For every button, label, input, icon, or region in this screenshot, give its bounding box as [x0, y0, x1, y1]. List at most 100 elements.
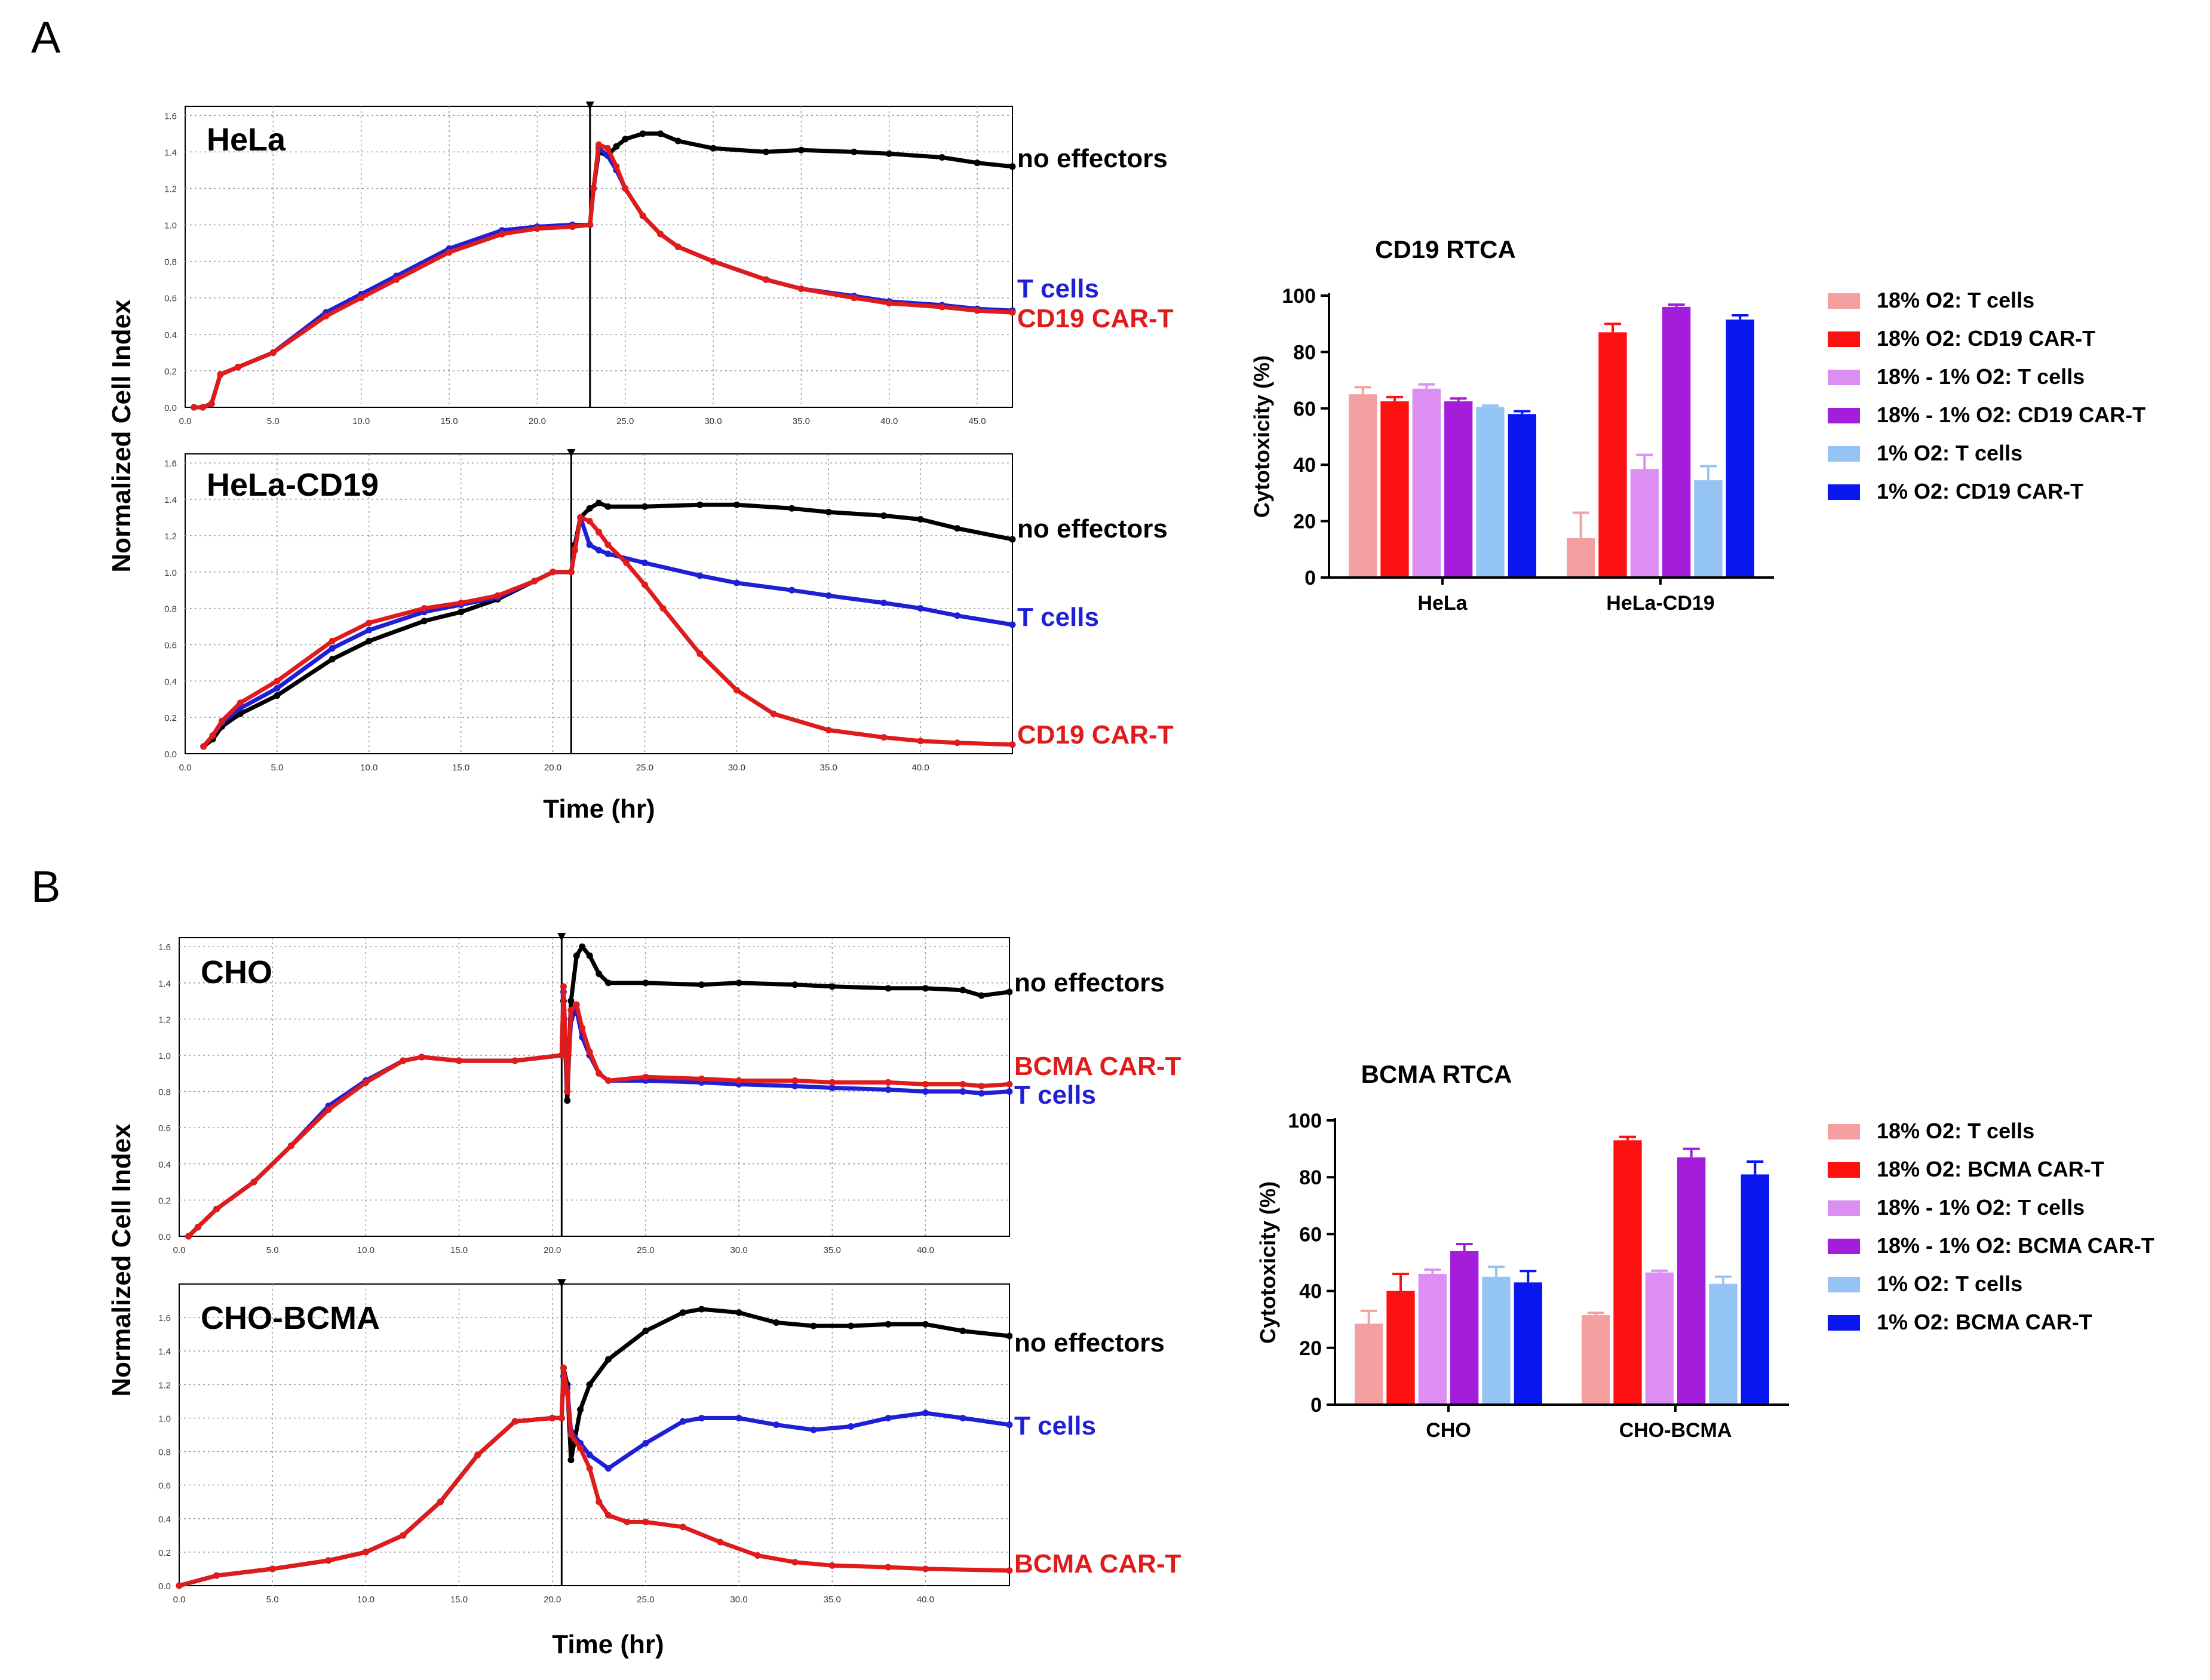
data-point — [213, 1572, 220, 1579]
data-point — [596, 499, 602, 506]
data-point — [596, 141, 602, 148]
series-end-label: T cells — [1017, 274, 1099, 303]
data-point — [329, 656, 336, 663]
y-axis-label-panel-b: Normalized Cell Index — [107, 1123, 136, 1397]
data-point — [959, 987, 966, 994]
data-point — [698, 1414, 705, 1421]
x-tick-label: 35.0 — [824, 1245, 841, 1255]
x-tick-label: 20.0 — [544, 763, 561, 773]
legend-label: 18% - 1% O2: BCMA CAR-T — [1877, 1233, 2154, 1258]
x-tick-label: 20.0 — [529, 416, 546, 426]
data-point — [567, 997, 575, 1005]
bar — [1380, 401, 1409, 578]
y-tick-label: 0.2 — [164, 713, 177, 723]
data-point — [851, 148, 858, 155]
data-point — [974, 307, 981, 314]
category-label: HeLa — [1417, 592, 1468, 615]
x-tick-label: 0.0 — [179, 763, 192, 773]
data-point — [773, 1319, 780, 1326]
bar-series-1-o2-cd19-car-t — [1508, 314, 1754, 578]
y-tick-label: 1.0 — [158, 1414, 171, 1424]
data-point — [191, 404, 198, 411]
x-tick-label: 25.0 — [636, 763, 653, 773]
data-point — [978, 1090, 985, 1097]
y-tick-label: 0.8 — [164, 257, 177, 268]
data-point — [604, 550, 612, 557]
data-point — [1009, 741, 1016, 748]
data-point — [209, 732, 216, 739]
bar-chart-cd19_rtca: CD19 RTCA Cytotoxicity (%) 0 20 40 60 80 100 HeL… — [1250, 235, 2145, 615]
data-point — [567, 1432, 575, 1438]
data-point — [550, 569, 557, 576]
data-point — [642, 1440, 649, 1447]
chart-title: HeLa — [207, 122, 286, 158]
data-point — [456, 1057, 463, 1064]
legend-swatch — [1828, 408, 1860, 423]
bar-chart-bcma_rtca: BCMA RTCA Cytotoxicity (%) 0 20 40 60 80 100 CHO… — [1256, 1060, 2154, 1442]
bar — [1412, 388, 1441, 578]
data-point — [698, 1075, 705, 1082]
y-tick-label: 1.2 — [158, 1380, 171, 1390]
x-tick-label: 35.0 — [824, 1595, 841, 1605]
data-point — [762, 276, 769, 283]
data-point — [674, 243, 682, 250]
y-tick-label: 1.6 — [164, 111, 177, 121]
panel-label-a: A — [31, 13, 61, 62]
y-tick-label: 0.8 — [158, 1448, 171, 1458]
data-point — [579, 1025, 586, 1032]
data-point — [586, 1451, 593, 1458]
data-point — [922, 1080, 929, 1088]
data-point — [851, 294, 858, 302]
y-axis-label: Cytotoxicity (%) — [1256, 1181, 1280, 1344]
series-cd19-car-t — [200, 514, 1016, 750]
data-point — [1006, 1088, 1013, 1095]
data-point — [880, 512, 888, 519]
data-point — [199, 404, 206, 411]
data-point — [770, 710, 777, 717]
data-point — [325, 1106, 332, 1113]
y-tick-label: 0.2 — [158, 1548, 171, 1558]
data-point — [773, 1421, 780, 1429]
data-point — [185, 1233, 192, 1240]
y-tick-label: 0.0 — [158, 1232, 171, 1242]
series-end-label: T cells — [1014, 1411, 1096, 1441]
x-tick-label: 40.0 — [917, 1595, 934, 1605]
data-point — [400, 1057, 407, 1064]
data-point — [1006, 1332, 1013, 1340]
chart-title: CD19 RTCA — [1375, 235, 1516, 263]
legend-label: 18% O2: T cells — [1877, 1119, 2034, 1143]
bar — [1386, 1291, 1415, 1405]
data-point — [679, 1309, 686, 1316]
data-point — [886, 150, 893, 157]
y-tick-label: 60 — [1293, 398, 1316, 420]
series-end-label: BCMA CAR-T — [1014, 1549, 1181, 1578]
line-chart-hela_cd19: 0.0 0.2 0.4 0.6 0.8 1.0 1.2 1.4 1.6 0.0 5.0 10.0 15.… — [164, 449, 1174, 773]
bar — [1741, 1174, 1769, 1405]
data-point — [959, 1088, 966, 1095]
bar-series-18-1-o2-cd19-car-t — [1444, 303, 1691, 578]
charts-layer: 0.0 0.2 0.4 0.6 0.8 1.0 1.2 1.4 1.6 0.0 5.0 10.0 15.… — [158, 102, 2154, 1605]
data-point — [657, 231, 664, 238]
x-tick-label: 15.0 — [450, 1595, 468, 1605]
data-point — [567, 1457, 575, 1464]
legend-swatch — [1828, 293, 1860, 309]
legend-label: 18% - 1% O2: T cells — [1877, 364, 2085, 389]
data-point — [564, 1088, 571, 1095]
x-tick-label: 5.0 — [266, 1245, 279, 1255]
data-point — [560, 983, 567, 990]
y-tick-label: 80 — [1293, 341, 1316, 364]
data-point — [1009, 309, 1016, 316]
legend-label: 18% - 1% O2: T cells — [1877, 1195, 2085, 1220]
category-label: CHO — [1426, 1419, 1471, 1442]
legend-label: 18% O2: T cells — [1877, 288, 2034, 312]
data-point — [954, 612, 961, 619]
data-point — [586, 952, 593, 959]
bar-series-18-o2-t-cells — [1355, 1309, 1610, 1405]
series-end-label: no effectors — [1014, 1328, 1165, 1357]
bar — [1567, 538, 1595, 578]
x-tick-label: 35.0 — [793, 416, 810, 426]
data-point — [885, 1414, 892, 1421]
data-point — [194, 1224, 201, 1231]
